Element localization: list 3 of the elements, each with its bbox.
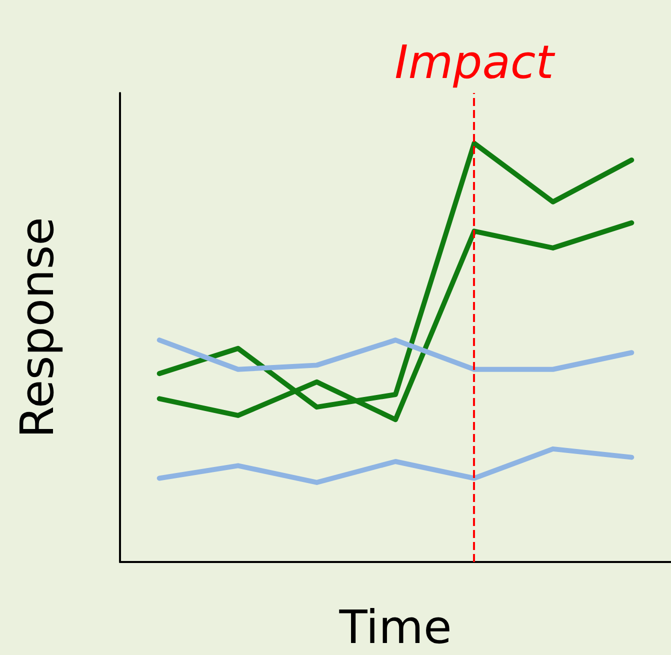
text: Impact [394,35,554,89]
x-axis-title: Time [338,600,452,654]
y-axis-title: Response [10,217,64,438]
